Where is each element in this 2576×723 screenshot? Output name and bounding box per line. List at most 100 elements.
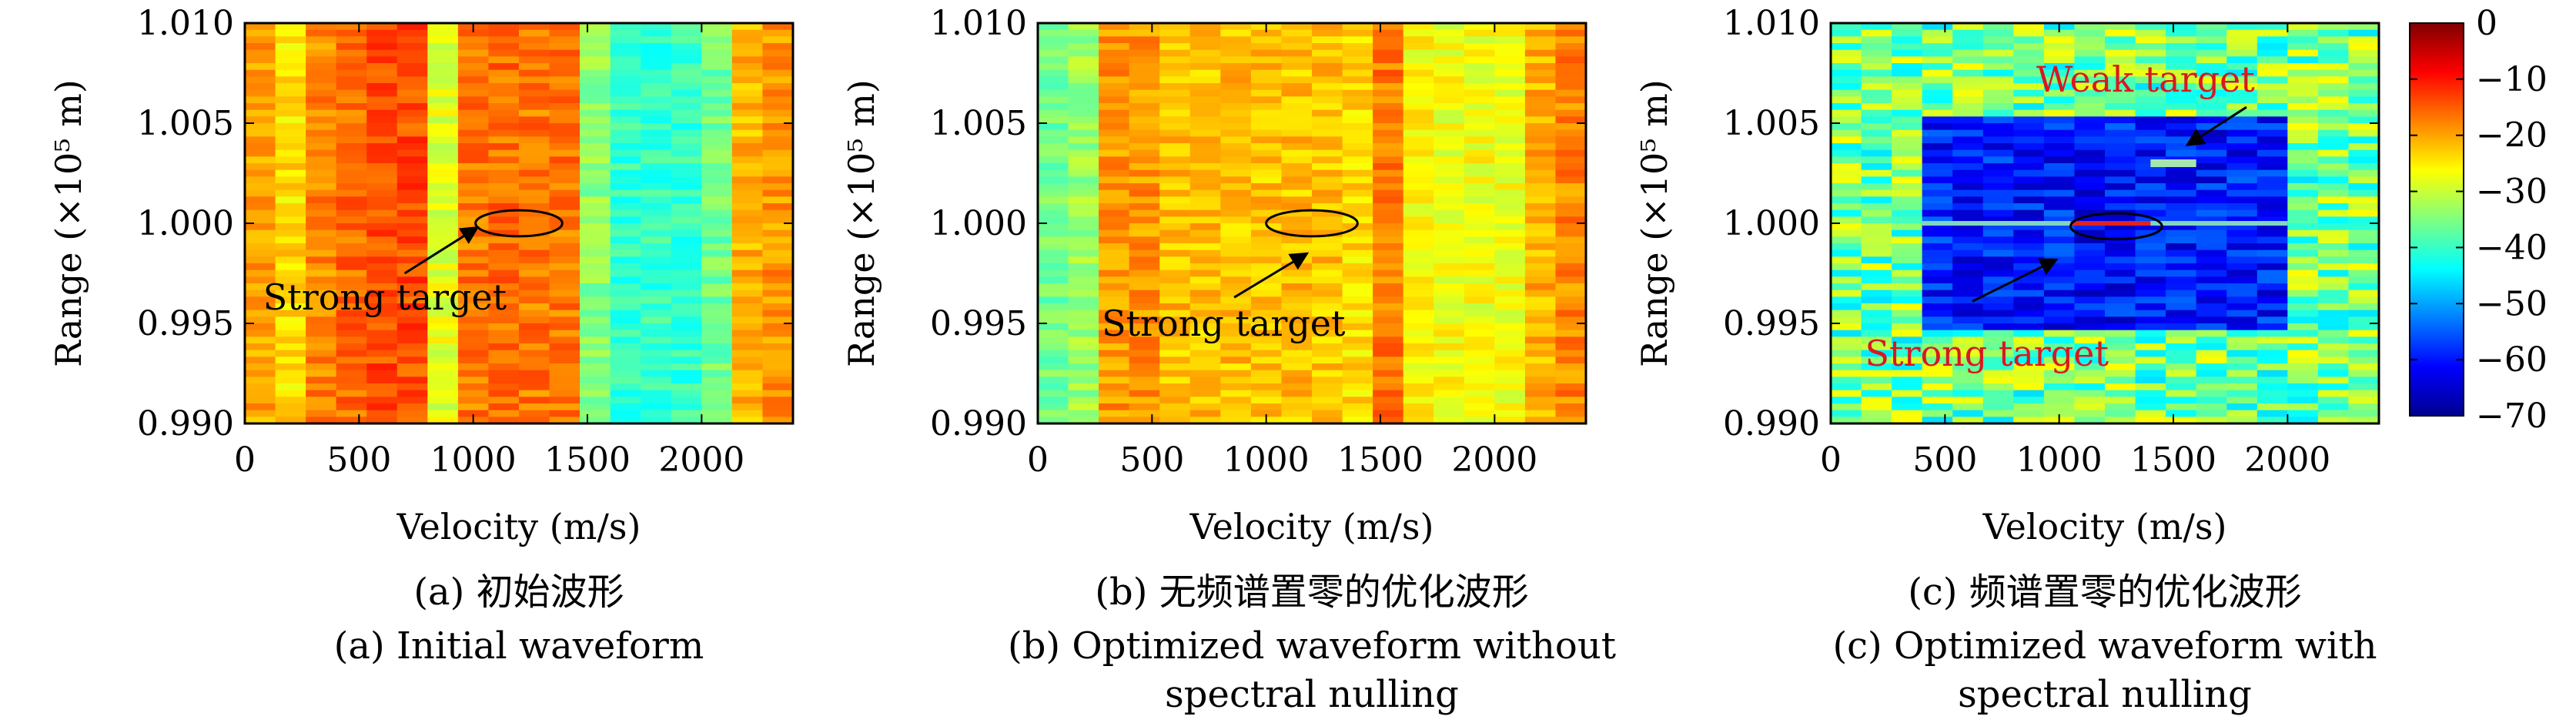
heatmap-cell	[1281, 356, 1313, 364]
heatmap-cell	[1524, 350, 1557, 357]
heatmap-cell	[671, 83, 702, 91]
y-tick-label: 1.010	[1723, 4, 1820, 43]
heatmap-cell	[1342, 296, 1373, 304]
heatmap-cell	[549, 43, 580, 51]
heatmap-cell	[671, 236, 702, 244]
heatmap-cell	[1524, 203, 1557, 211]
heatmap-cell	[2226, 283, 2258, 291]
heatmap-cell	[1068, 316, 1099, 324]
heatmap-cell	[701, 49, 733, 57]
heatmap-cell	[2166, 397, 2197, 404]
heatmap-cell	[2074, 223, 2106, 231]
heatmap-cell	[519, 169, 550, 177]
heatmap-cell	[2105, 109, 2136, 117]
heatmap-cell	[457, 103, 490, 111]
heatmap-cell	[1403, 323, 1434, 331]
heatmap-cell	[1861, 163, 1892, 171]
heatmap-cell	[1250, 403, 1283, 411]
heatmap-cell	[2287, 417, 2319, 424]
heatmap-cell	[1068, 89, 1099, 97]
heatmap-cell	[366, 343, 398, 351]
heatmap-cell	[1189, 103, 1221, 111]
heatmap-cell	[519, 229, 550, 237]
heatmap-cell	[2135, 236, 2166, 244]
heatmap-cell	[519, 176, 550, 184]
heatmap-cell	[1555, 363, 1587, 371]
heatmap-cell	[2348, 316, 2380, 324]
heatmap-cell	[1555, 417, 1587, 424]
heatmap-cell	[1373, 377, 1404, 384]
heatmap-cell	[1159, 143, 1191, 151]
heatmap-cell	[245, 23, 276, 31]
heatmap-cell	[396, 383, 428, 391]
heatmap-cell	[2257, 176, 2288, 184]
heatmap-cell	[1403, 209, 1434, 217]
heatmap-cell	[306, 343, 337, 351]
heatmap-cell	[2043, 176, 2076, 184]
heatmap-cell	[1555, 189, 1587, 197]
heatmap-cell	[610, 296, 641, 304]
heatmap-cell	[2196, 350, 2227, 357]
heatmap-cell	[1494, 116, 1526, 124]
heatmap-cell	[1068, 397, 1099, 404]
heatmap-cell	[519, 390, 550, 397]
heatmap-cell	[275, 290, 306, 297]
heatmap-cell	[245, 330, 276, 337]
heatmap-cell	[2105, 229, 2136, 237]
heatmap-cell	[366, 49, 398, 57]
heatmap-cell	[2043, 76, 2076, 84]
heatmap-cell	[1555, 303, 1587, 311]
heatmap-cell	[519, 310, 550, 317]
heatmap-cell	[762, 316, 794, 324]
heatmap-cell	[671, 136, 702, 144]
heatmap-cell	[2013, 136, 2045, 144]
heatmap-cell	[1434, 143, 1465, 151]
heatmap-cell	[1312, 49, 1343, 57]
heatmap-cell	[2196, 63, 2227, 71]
heatmap-cell	[580, 316, 611, 324]
heatmap-cell	[731, 390, 764, 397]
heatmap-cell	[519, 276, 550, 284]
heatmap-cell	[2317, 209, 2350, 217]
heatmap-cell	[306, 383, 337, 391]
heatmap-cell	[1494, 370, 1526, 377]
heatmap-cell	[245, 410, 276, 417]
heatmap-cell	[1250, 296, 1283, 304]
heatmap-cell	[366, 336, 398, 344]
heatmap-cell	[1982, 23, 2014, 31]
heatmap-cell	[1373, 196, 1404, 204]
heatmap-cell	[1892, 397, 1923, 404]
heatmap-cell	[457, 43, 490, 51]
heatmap-cell	[641, 377, 672, 384]
heatmap-cell	[1281, 296, 1313, 304]
heatmap-cell	[2196, 176, 2227, 184]
heatmap-cell	[1952, 96, 1984, 104]
heatmap-cell	[2317, 49, 2350, 57]
heatmap-cell	[306, 236, 337, 244]
heatmap-cell	[336, 290, 367, 297]
heatmap-cell	[1373, 363, 1404, 371]
heatmap-cell	[1281, 336, 1313, 344]
heatmap-cell	[306, 296, 337, 304]
heatmap-cell	[1831, 43, 1862, 51]
heatmap-cell	[1342, 203, 1373, 211]
heatmap-cell	[519, 203, 550, 211]
heatmap-cell	[1892, 203, 1923, 211]
heatmap-cell	[1861, 336, 1892, 344]
heatmap-cell	[1952, 216, 1984, 224]
heatmap-cell	[2196, 143, 2227, 151]
heatmap-cell	[1861, 89, 1892, 97]
heatmap-cell	[641, 229, 672, 237]
heatmap-cell	[1281, 163, 1313, 171]
heatmap-cell	[2287, 410, 2319, 417]
heatmap-cell	[336, 216, 367, 224]
heatmap-cell	[2043, 196, 2076, 204]
heatmap-cell	[1220, 209, 1252, 217]
heatmap-cell	[366, 263, 398, 271]
heatmap-cell	[1952, 377, 1984, 384]
heatmap-cell	[1494, 229, 1526, 237]
heatmap-cell	[1952, 89, 1984, 97]
heatmap-cell	[1189, 323, 1221, 331]
heatmap-cell	[2317, 296, 2350, 304]
